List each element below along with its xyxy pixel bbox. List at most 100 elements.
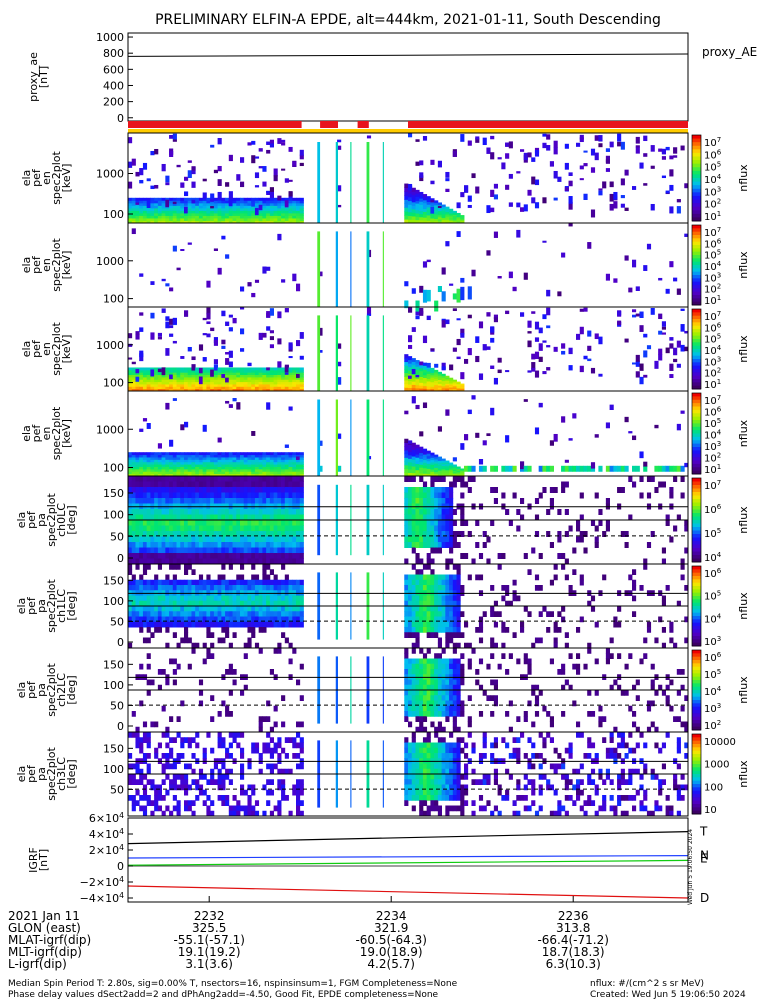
heat-cell bbox=[142, 531, 148, 537]
heat-cell bbox=[165, 579, 170, 586]
heat-cell bbox=[161, 509, 166, 515]
heat-cell bbox=[184, 367, 189, 371]
heat-cell bbox=[236, 621, 241, 628]
heat-cell bbox=[180, 621, 185, 628]
heat-cell bbox=[251, 466, 256, 470]
heat-cell bbox=[172, 606, 177, 612]
heat-cell bbox=[269, 459, 274, 463]
heat-cell bbox=[165, 553, 170, 559]
heat-cell bbox=[228, 374, 233, 378]
heat-cell bbox=[191, 542, 196, 548]
heat-cell bbox=[176, 498, 181, 504]
heat-cell bbox=[187, 585, 192, 591]
heat-cell bbox=[172, 461, 177, 465]
heat-cell bbox=[434, 454, 439, 458]
heat-cell bbox=[281, 367, 286, 371]
heat-cell bbox=[460, 218, 465, 220]
heat-cell bbox=[221, 487, 226, 493]
heat-cell bbox=[434, 380, 439, 384]
heat-cell bbox=[426, 679, 431, 686]
heat-cell bbox=[281, 547, 286, 554]
heat-speck bbox=[661, 321, 666, 327]
heat-cell bbox=[154, 374, 159, 378]
heat-cell bbox=[284, 388, 289, 392]
heat-cell bbox=[247, 627, 252, 633]
heat-cell bbox=[288, 498, 293, 504]
heat-speck bbox=[146, 423, 151, 429]
heat-cell bbox=[165, 476, 170, 482]
heat-cell bbox=[277, 595, 282, 602]
heat-cell bbox=[624, 542, 629, 548]
heat-speck bbox=[445, 409, 450, 416]
heat-cell bbox=[210, 471, 215, 475]
heat-cell bbox=[434, 509, 439, 515]
heat-cell bbox=[169, 459, 174, 463]
heat-cell bbox=[228, 579, 233, 586]
heat-cell bbox=[232, 616, 237, 623]
heat-cell bbox=[247, 600, 252, 607]
heat-cell bbox=[284, 637, 289, 644]
heat-cell bbox=[426, 383, 431, 387]
heat-cell bbox=[150, 531, 155, 537]
heat-cell bbox=[131, 220, 136, 224]
heat-speck bbox=[180, 356, 185, 359]
heat-speck bbox=[482, 440, 487, 446]
heat-cell bbox=[292, 600, 297, 607]
heat-cell bbox=[172, 452, 177, 456]
heat-cell bbox=[299, 454, 304, 458]
heat-strip bbox=[350, 315, 352, 391]
heat-speck bbox=[202, 357, 207, 362]
heat-cell bbox=[198, 585, 204, 591]
heat-speck bbox=[650, 307, 655, 315]
heat-cell bbox=[404, 632, 409, 638]
heat-cell bbox=[430, 585, 435, 591]
heat-cell bbox=[434, 378, 439, 381]
heat-cell bbox=[213, 547, 218, 554]
heat-speck bbox=[318, 350, 323, 353]
heat-cell bbox=[269, 212, 274, 216]
heat-cell bbox=[191, 471, 196, 475]
heat-cell bbox=[426, 705, 431, 712]
heat-strip bbox=[366, 399, 370, 476]
heat-cell bbox=[262, 621, 267, 628]
heat-cell bbox=[404, 453, 409, 458]
heat-cell bbox=[206, 487, 211, 493]
heat-cell bbox=[419, 382, 424, 386]
heat-cell bbox=[221, 197, 226, 201]
heat-cell bbox=[128, 461, 133, 465]
heat-cell bbox=[251, 456, 256, 460]
heat-cell bbox=[225, 595, 230, 602]
heat-cell bbox=[195, 379, 200, 383]
heat-cell bbox=[131, 369, 136, 373]
heat-cell bbox=[419, 204, 424, 208]
heat-cell bbox=[236, 473, 241, 477]
heat-cell bbox=[411, 616, 416, 623]
heat-cell bbox=[288, 473, 293, 477]
heat-cell bbox=[460, 385, 465, 388]
heat-cell bbox=[169, 388, 174, 392]
heat-speck bbox=[213, 359, 218, 365]
heat-cell bbox=[288, 379, 293, 383]
heat-cell bbox=[437, 476, 442, 482]
heat-cell bbox=[292, 536, 297, 543]
heat-cell bbox=[411, 606, 416, 612]
heat-cell bbox=[184, 372, 189, 376]
heat-cell bbox=[434, 213, 439, 217]
heat-cell bbox=[426, 611, 431, 617]
heat-cell bbox=[258, 374, 263, 378]
colorbar-cell bbox=[692, 470, 701, 475]
heat-cell bbox=[213, 217, 218, 221]
heat-speck bbox=[254, 156, 260, 159]
heat-cell bbox=[206, 621, 211, 628]
heat-cell bbox=[415, 637, 420, 644]
heat-cell bbox=[478, 637, 484, 644]
heat-cell bbox=[240, 459, 245, 463]
heat-cell bbox=[213, 621, 218, 628]
colorbar-cell bbox=[692, 199, 701, 204]
heat-cell bbox=[161, 386, 166, 390]
heat-cell bbox=[157, 454, 162, 458]
heat-cell bbox=[296, 585, 301, 591]
heat-cell bbox=[184, 461, 189, 465]
heat-cell bbox=[281, 468, 286, 472]
heat-cell bbox=[135, 476, 140, 482]
